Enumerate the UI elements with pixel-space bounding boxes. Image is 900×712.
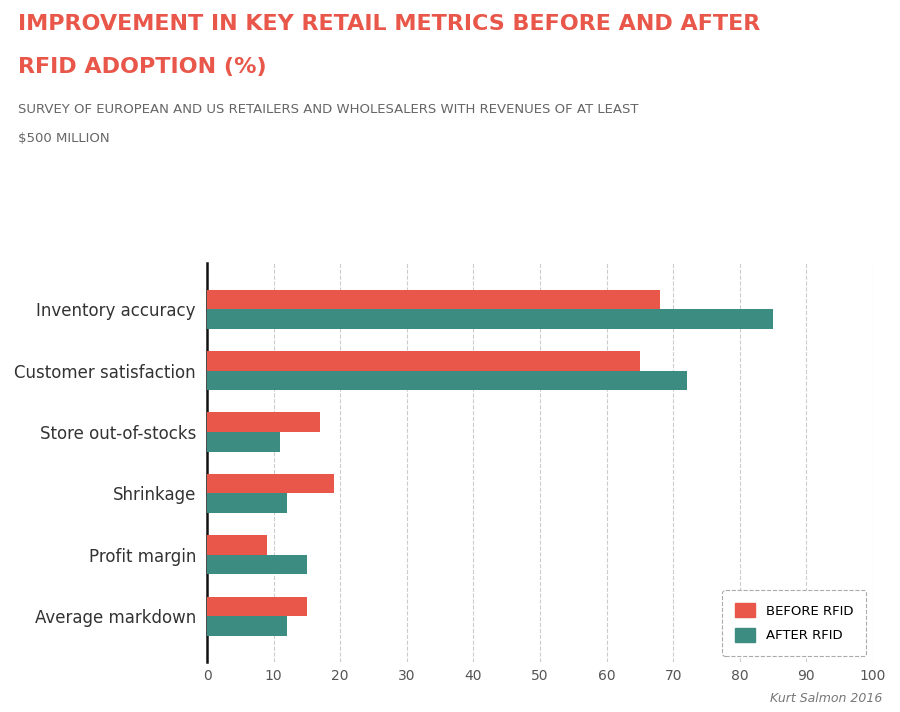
Bar [207,597,307,616]
Bar [207,310,773,329]
Bar [207,412,320,432]
Text: SURVEY OF EUROPEAN AND US RETAILERS AND WHOLESALERS WITH REVENUES OF AT LEAST: SURVEY OF EUROPEAN AND US RETAILERS AND … [18,103,638,116]
Bar [207,493,287,513]
Text: RFID ADOPTION (%): RFID ADOPTION (%) [18,57,266,77]
Legend: BEFORE RFID, AFTER RFID: BEFORE RFID, AFTER RFID [722,590,867,656]
Text: IMPROVEMENT IN KEY RETAIL METRICS BEFORE AND AFTER: IMPROVEMENT IN KEY RETAIL METRICS BEFORE… [18,14,760,34]
Bar [207,474,334,493]
Bar [207,535,267,555]
Bar [207,616,287,636]
Text: Kurt Salmon 2016: Kurt Salmon 2016 [770,692,882,705]
Text: $500 MILLION: $500 MILLION [18,132,110,145]
Bar [207,351,640,371]
Bar [207,371,687,390]
Bar [207,290,660,310]
Bar [207,555,307,575]
Bar [207,432,280,451]
